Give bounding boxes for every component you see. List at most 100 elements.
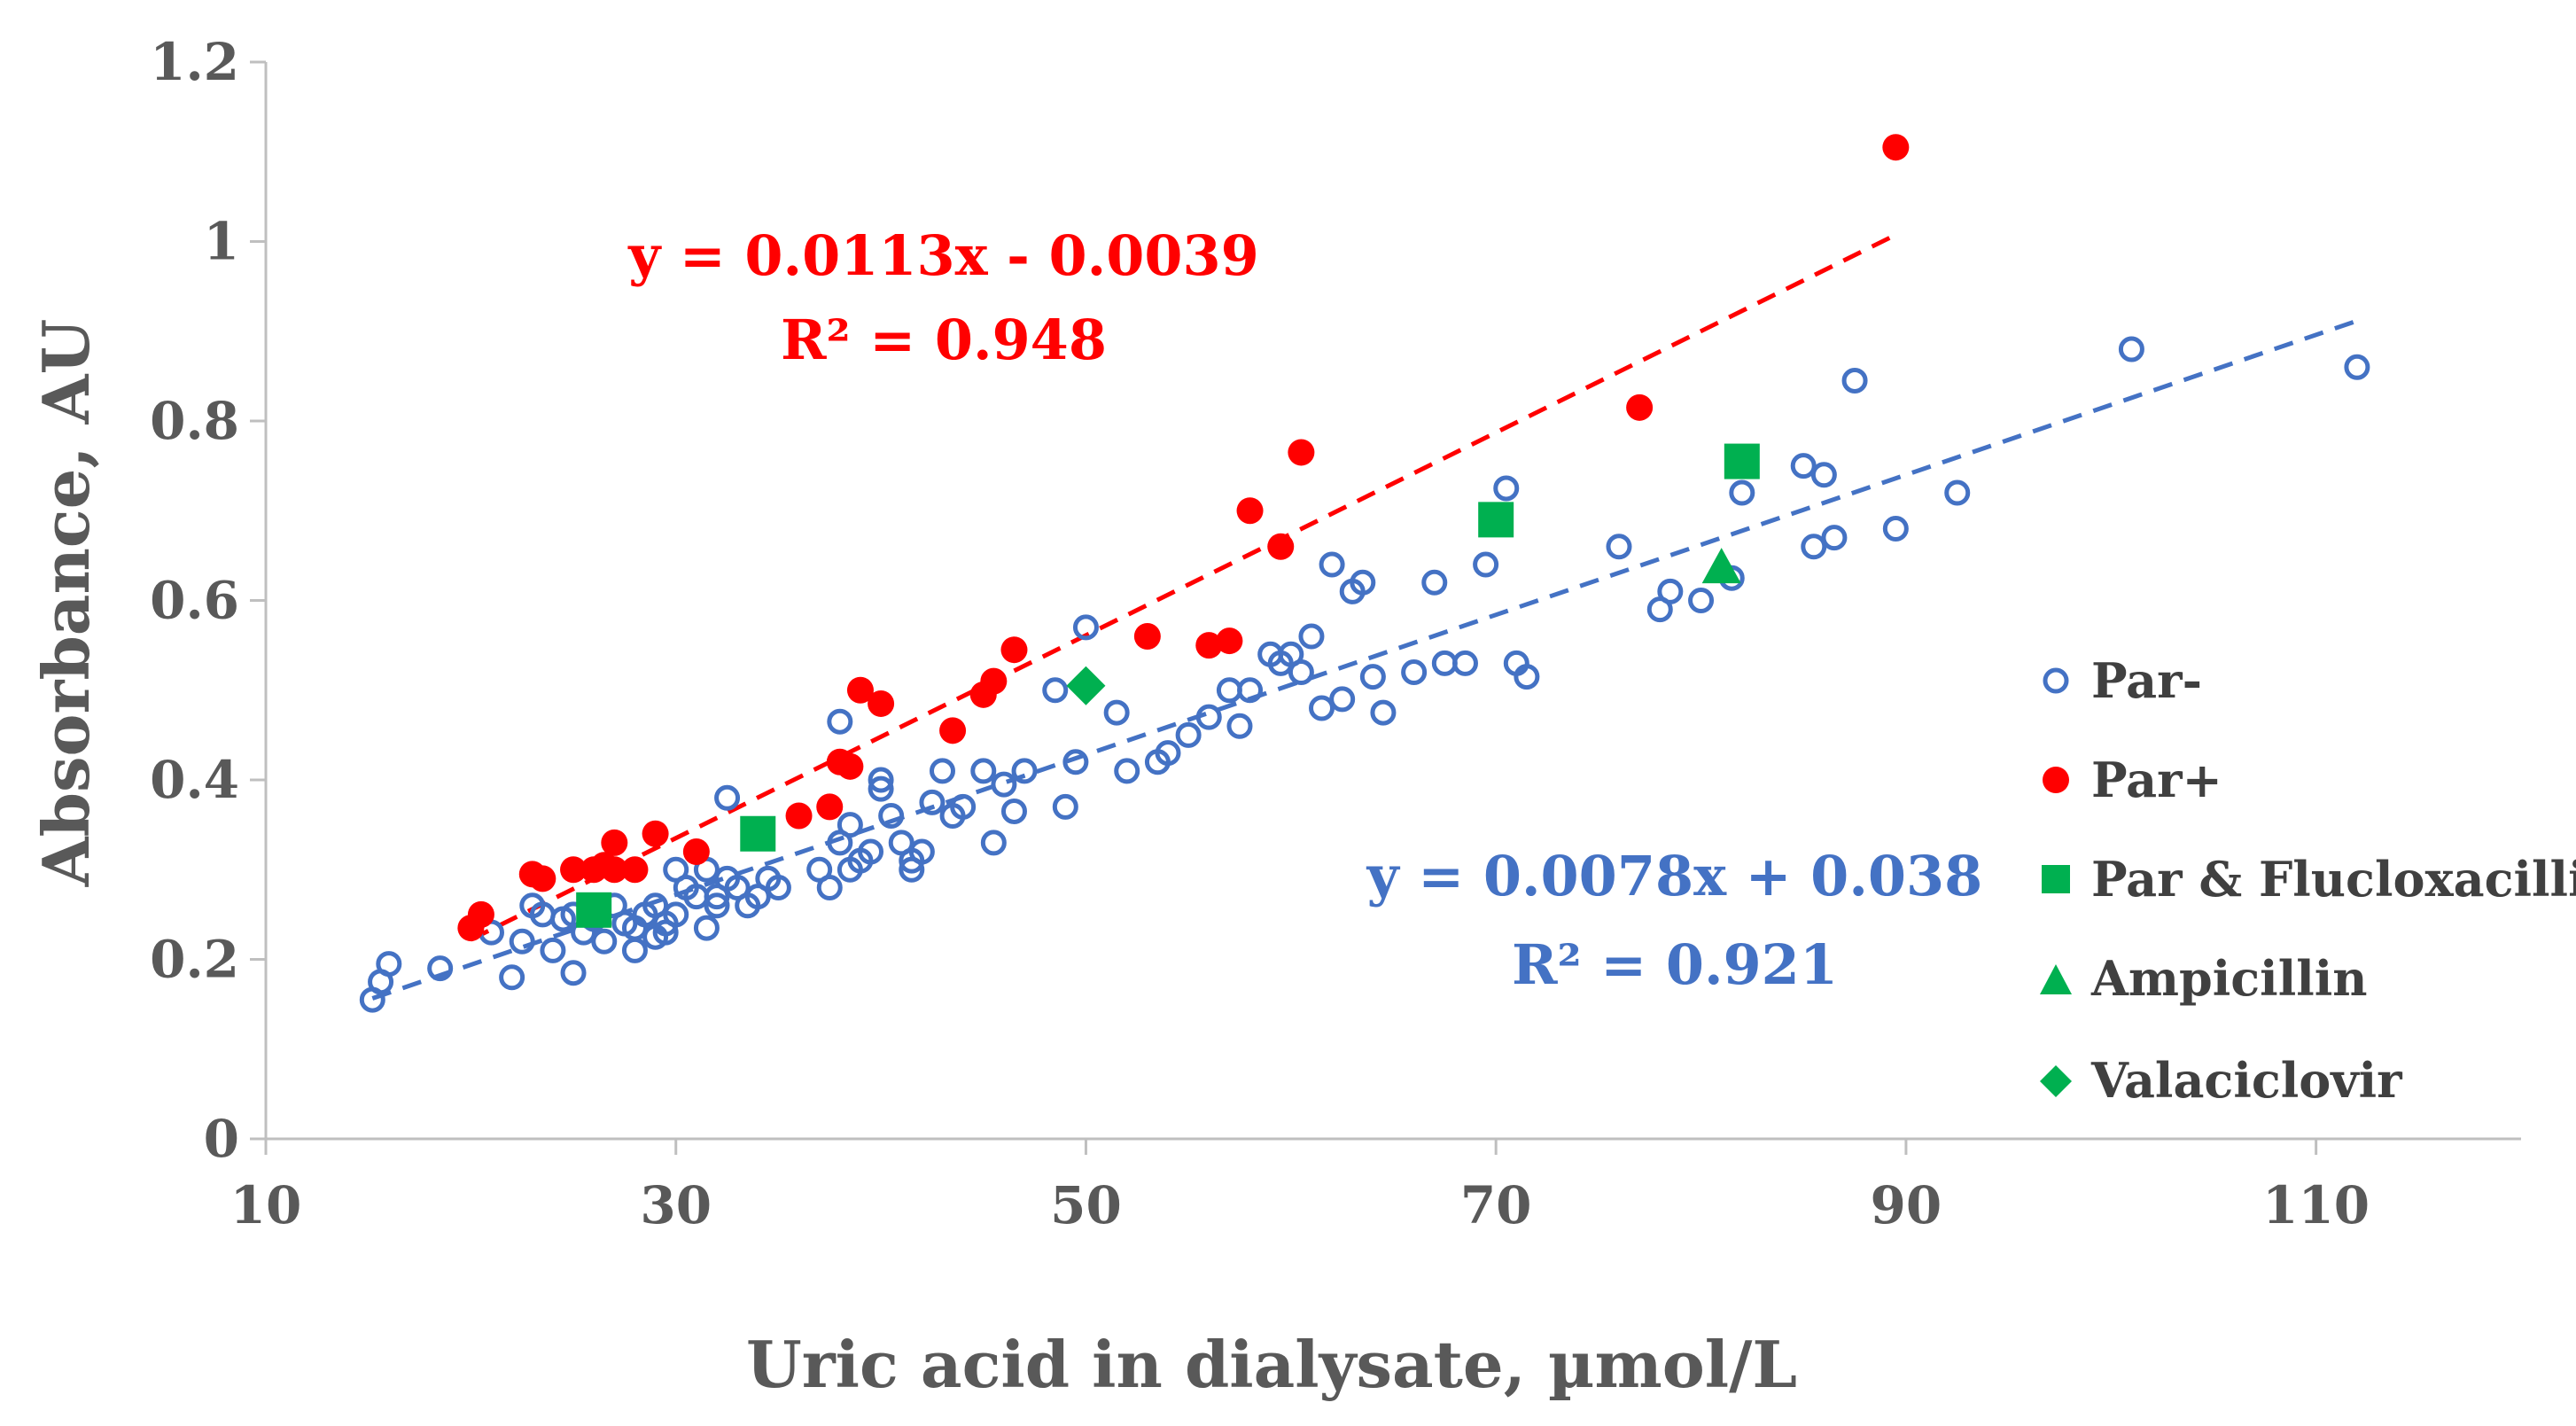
point-par [919,789,946,815]
y-axis-ticks: 0 0.2 0.4 0.6 0.8 1 1.2 [150,32,266,1169]
point-par [765,875,791,900]
point-par [693,915,720,941]
point-par [1729,479,1755,506]
point-par [1309,695,1335,721]
x-tick-label: 10 [230,1175,302,1235]
point-par [2344,354,2370,380]
point-par [1810,462,1837,488]
point-par [1401,659,1428,685]
point-par [1195,704,1222,730]
point-par [1216,627,1243,655]
point-par [540,937,566,963]
point-par [868,690,895,717]
point-par [1288,439,1315,466]
point-par [970,758,997,784]
point-par-flucloxacillin [1724,443,1760,479]
point-par [1237,677,1264,704]
point-par [837,812,863,838]
point-par [376,951,402,978]
point-par [1103,699,1130,726]
point-par [1052,793,1078,820]
point-par [1175,721,1202,748]
point-par [1841,367,1868,394]
point-par [1431,650,1458,676]
point-par [1000,798,1027,824]
point-par [1801,534,1827,560]
point-par [1319,551,1345,578]
point-par [868,767,894,793]
point-par [621,937,648,963]
point-par [1493,475,1520,502]
point-par [591,928,618,955]
par-minus-r2: R² = 0.921 [1512,932,1838,997]
y-tick-label: 0.8 [150,391,239,451]
point-par [1195,632,1223,659]
x-axis-title: Uric acid in dialysate, µmol/L [746,1327,1797,1402]
data-points [359,134,2370,1013]
point-par [1114,758,1140,784]
point-par [1226,713,1253,739]
point-par [1329,686,1356,713]
par-plus-r2: R² = 0.948 [781,308,1107,372]
point-par [868,775,894,802]
point-par [1288,659,1314,685]
point-par [601,829,628,856]
point-par [1133,623,1161,650]
y-tick-label: 0.6 [150,571,239,631]
point-par [704,892,730,919]
point-par [1072,614,1099,641]
point-par [1626,394,1654,421]
point-par [908,838,935,865]
point-par [980,667,1008,695]
point-par [827,708,853,735]
point-par-flucloxacillin [1478,502,1514,538]
legend-label-par-minus: Par- [2091,652,2202,709]
point-par [1688,588,1715,613]
point-par [858,838,884,865]
point-par [939,717,967,744]
point-par [1236,497,1264,525]
legend-marker-par-plus [2043,767,2069,793]
point-par [1298,623,1325,650]
x-tick-label: 110 [2262,1175,2370,1235]
point-par-flucloxacillin [576,892,612,928]
point-par [1514,664,1540,690]
trendline-par-minus [371,318,2358,1001]
point-ampicillin [1701,548,1741,584]
legend-marker-par-minus [2043,667,2069,694]
point-par [846,676,874,704]
point-par [560,856,588,884]
point-par [1657,578,1684,604]
legend-label-ampicillin: Ampicillin [2090,950,2368,1007]
point-par [1062,749,1089,775]
y-tick-label: 1.2 [150,32,239,92]
point-par [785,802,813,830]
point-par [816,875,843,900]
point-par [991,771,1017,798]
point-par [642,820,669,847]
legend-marker-flucloxacillin [2042,865,2070,893]
point-par [714,784,741,811]
point-par [1473,551,1499,578]
point-par [1882,134,1910,161]
x-tick-label: 50 [1050,1175,1122,1235]
legend-marker-valaciclovir [2040,1065,2072,1097]
legend-marker-ampicillin [2040,964,2072,994]
point-par [1451,650,1478,676]
legend: Par- Par+ Par & Flucloxacillin Ampicilli… [2040,652,2576,1109]
y-axis-title: Absorbance, AU [28,319,104,887]
point-par [621,856,649,884]
point-par [1882,516,1909,542]
point-par [980,830,1007,856]
point-par [1267,533,1295,560]
x-tick-label: 30 [640,1175,712,1235]
point-par [930,758,955,784]
point-par [878,803,905,829]
point-par [1155,740,1181,767]
point-par [1606,534,1632,560]
point-par [682,838,710,865]
y-tick-label: 0.2 [150,930,239,990]
point-par [2118,336,2144,362]
